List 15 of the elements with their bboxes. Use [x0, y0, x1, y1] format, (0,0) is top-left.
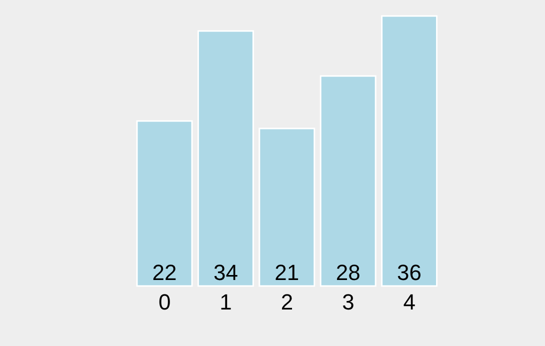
- x-tick-label: 4: [403, 290, 416, 315]
- bar: [258, 128, 316, 287]
- data-label: 21: [274, 260, 300, 285]
- x-tick-label: 3: [342, 290, 354, 315]
- x-tick-label: 2: [280, 290, 294, 315]
- bar: [381, 15, 438, 287]
- x-tick-label: 1: [220, 290, 232, 315]
- data-label: 34: [213, 260, 238, 285]
- bar: [197, 30, 254, 287]
- bar: [320, 75, 376, 287]
- data-label: 36: [397, 260, 422, 285]
- data-label: 22: [152, 260, 177, 285]
- data-label: 28: [336, 260, 360, 285]
- x-tick-label: 0: [158, 290, 171, 315]
- bar: [136, 120, 193, 287]
